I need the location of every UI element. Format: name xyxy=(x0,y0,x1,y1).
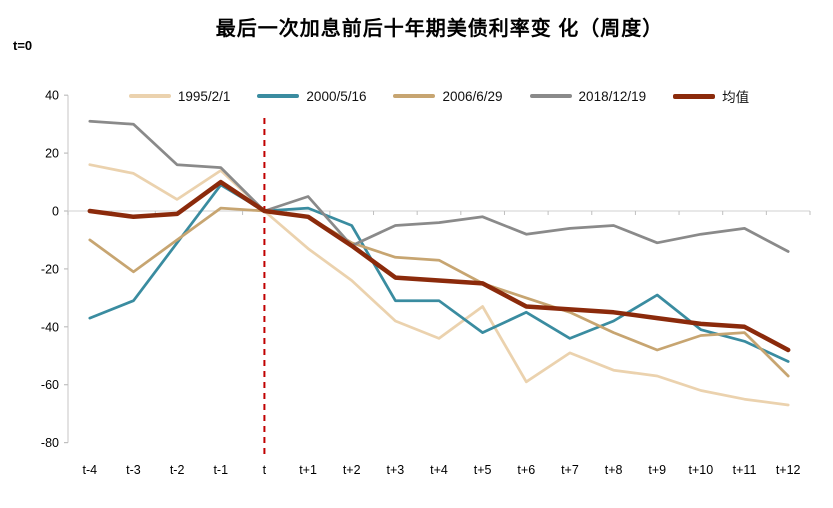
x-axis-label: t+8 xyxy=(605,463,623,477)
x-axis-label: t+9 xyxy=(648,463,666,477)
x-axis-label: t+10 xyxy=(689,463,714,477)
legend: 1995/2/1 2000/5/16 2006/6/29 2018/12/19 均值 xyxy=(68,86,810,106)
x-axis-label: t-3 xyxy=(126,463,141,477)
legend-swatch-icon xyxy=(393,94,436,98)
legend-label: 2006/6/29 xyxy=(442,88,503,104)
legend-item-2: 2006/6/29 xyxy=(393,88,503,104)
x-axis-label: t+3 xyxy=(386,463,404,477)
y-axis-label: -40 xyxy=(41,320,59,334)
legend-swatch-icon xyxy=(128,94,171,98)
series-line-0 xyxy=(88,163,790,407)
x-axis-label: t xyxy=(263,463,267,477)
legend-item-1: 2000/5/16 xyxy=(257,89,366,104)
y-axis-label: -20 xyxy=(41,262,59,276)
y-axis-label: 40 xyxy=(45,89,59,103)
x-axis-label: t+5 xyxy=(474,463,492,477)
series-line-4 xyxy=(87,179,791,353)
y-axis-label: 20 xyxy=(45,147,59,161)
x-axis-label: t+4 xyxy=(430,463,448,477)
legend-swatch-icon xyxy=(529,94,572,98)
y-axis-label: -60 xyxy=(41,378,59,392)
legend-item-0: 1995/2/1 xyxy=(128,88,231,104)
series-line-3 xyxy=(88,119,790,253)
x-axis-label: t+12 xyxy=(776,463,801,477)
legend-swatch-icon xyxy=(257,94,300,98)
x-axis-label: t+7 xyxy=(561,463,579,477)
series-line-2 xyxy=(88,206,790,378)
legend-swatch-icon xyxy=(673,93,716,99)
x-axis-label: t+11 xyxy=(733,463,757,477)
x-axis-label: t+6 xyxy=(517,463,535,477)
y-axis-label: 0 xyxy=(52,205,59,219)
t0-annotation: t=0 xyxy=(13,38,33,53)
y-axis-label: -80 xyxy=(41,436,59,450)
x-axis-label: t-4 xyxy=(83,463,98,477)
legend-item-3: 2018/12/19 xyxy=(529,88,647,104)
chart-title: 最后一次加息前后十年期美债利率变 化（周度） xyxy=(215,18,664,40)
series-line-1 xyxy=(88,183,790,363)
x-axis-label: t+1 xyxy=(299,463,317,477)
legend-label: 2000/5/16 xyxy=(306,88,367,104)
legend-label: 均值 xyxy=(722,90,750,105)
x-axis-label: t-2 xyxy=(170,463,185,477)
x-axis-label: t+2 xyxy=(343,463,361,477)
x-axis-label: t-1 xyxy=(213,463,228,477)
legend-label: 1995/2/1 xyxy=(177,88,231,104)
legend-label: 2018/12/19 xyxy=(578,88,647,104)
legend-item-4: 均值 xyxy=(673,86,749,106)
